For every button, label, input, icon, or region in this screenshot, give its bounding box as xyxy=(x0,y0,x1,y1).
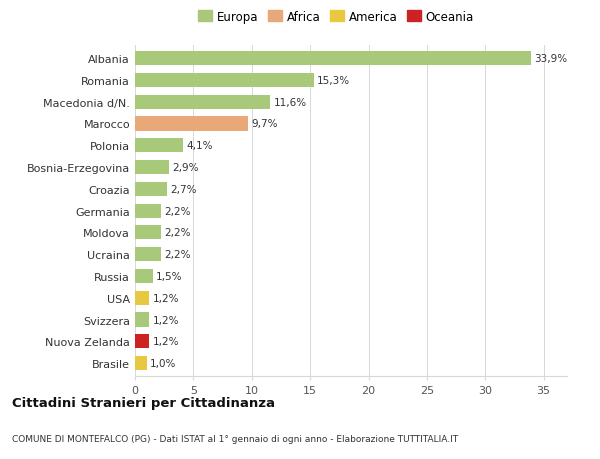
Bar xyxy=(135,247,161,262)
Text: 1,0%: 1,0% xyxy=(150,358,176,368)
Bar xyxy=(135,73,314,88)
Bar xyxy=(135,204,161,218)
Text: 2,7%: 2,7% xyxy=(170,185,197,195)
Text: 2,2%: 2,2% xyxy=(164,206,191,216)
Bar xyxy=(135,269,152,284)
Text: 9,7%: 9,7% xyxy=(252,119,278,129)
Text: 4,1%: 4,1% xyxy=(187,141,213,151)
Bar xyxy=(135,291,149,305)
Bar xyxy=(135,335,149,349)
Text: 1,2%: 1,2% xyxy=(152,336,179,347)
Bar xyxy=(135,95,271,110)
Text: 11,6%: 11,6% xyxy=(274,97,307,107)
Text: 2,2%: 2,2% xyxy=(164,228,191,238)
Bar xyxy=(135,52,531,66)
Bar xyxy=(135,139,183,153)
Bar xyxy=(135,117,248,131)
Text: 33,9%: 33,9% xyxy=(535,54,568,64)
Bar xyxy=(135,182,167,196)
Text: 2,2%: 2,2% xyxy=(164,250,191,260)
Bar xyxy=(135,356,146,370)
Bar xyxy=(135,161,169,175)
Text: 1,2%: 1,2% xyxy=(152,315,179,325)
Text: 2,9%: 2,9% xyxy=(172,162,199,173)
Legend: Europa, Africa, America, Oceania: Europa, Africa, America, Oceania xyxy=(196,8,476,26)
Text: 1,5%: 1,5% xyxy=(156,271,182,281)
Text: 15,3%: 15,3% xyxy=(317,76,350,86)
Bar xyxy=(135,313,149,327)
Text: COMUNE DI MONTEFALCO (PG) - Dati ISTAT al 1° gennaio di ogni anno - Elaborazione: COMUNE DI MONTEFALCO (PG) - Dati ISTAT a… xyxy=(12,434,458,442)
Text: 1,2%: 1,2% xyxy=(152,293,179,303)
Bar xyxy=(135,226,161,240)
Text: Cittadini Stranieri per Cittadinanza: Cittadini Stranieri per Cittadinanza xyxy=(12,396,275,409)
